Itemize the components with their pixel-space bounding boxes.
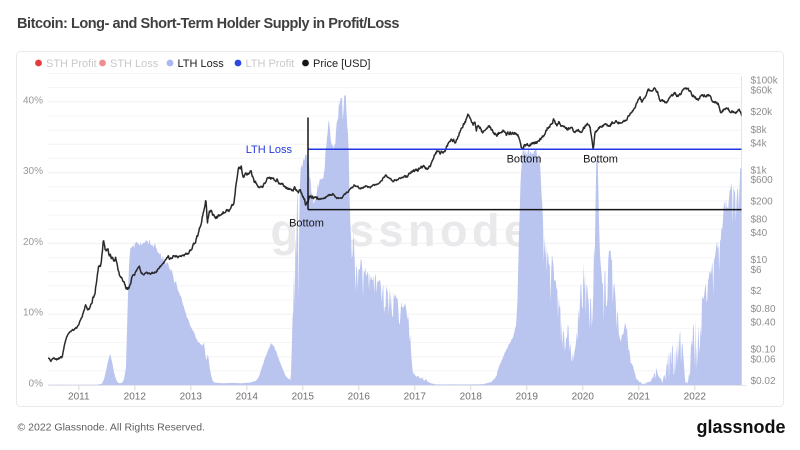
svg-text:2013: 2013 xyxy=(180,392,203,403)
svg-text:10%: 10% xyxy=(23,308,43,319)
svg-text:$200: $200 xyxy=(751,197,774,208)
svg-text:2014: 2014 xyxy=(236,392,259,403)
svg-text:LTH Profit: LTH Profit xyxy=(246,58,295,70)
svg-text:Bitcoin: Long- and Short-Term: Bitcoin: Long- and Short-Term Holder Sup… xyxy=(17,16,399,32)
svg-text:2021: 2021 xyxy=(628,392,651,403)
svg-text:$10: $10 xyxy=(751,255,768,266)
svg-text:30%: 30% xyxy=(23,166,43,177)
svg-text:© 2022 Glassnode. All Rights R: © 2022 Glassnode. All Rights Reserved. xyxy=(18,422,206,434)
svg-text:20%: 20% xyxy=(23,237,43,248)
svg-text:glassnode: glassnode xyxy=(696,417,785,437)
svg-text:40%: 40% xyxy=(23,95,43,106)
svg-text:$0.80: $0.80 xyxy=(751,304,776,315)
svg-text:$4k: $4k xyxy=(751,138,768,149)
svg-text:LTH Loss: LTH Loss xyxy=(178,58,225,70)
svg-text:$60k: $60k xyxy=(751,86,774,97)
svg-text:Bottom: Bottom xyxy=(507,153,542,165)
svg-text:Price [USD]: Price [USD] xyxy=(313,58,370,70)
svg-text:0%: 0% xyxy=(29,379,44,390)
svg-text:$1k: $1k xyxy=(751,165,768,176)
svg-text:$40: $40 xyxy=(751,228,768,239)
svg-text:2022: 2022 xyxy=(684,392,707,403)
svg-text:$6: $6 xyxy=(751,265,763,276)
svg-text:2020: 2020 xyxy=(572,392,595,403)
svg-text:$20k: $20k xyxy=(751,107,774,118)
svg-text:Bottom: Bottom xyxy=(289,217,324,229)
svg-text:$600: $600 xyxy=(751,175,774,186)
svg-text:2012: 2012 xyxy=(124,392,147,403)
svg-text:STH Profit: STH Profit xyxy=(46,58,97,70)
svg-text:STH Loss: STH Loss xyxy=(110,58,159,70)
svg-text:2017: 2017 xyxy=(404,392,427,403)
svg-text:2016: 2016 xyxy=(348,392,371,403)
svg-text:2015: 2015 xyxy=(292,392,315,403)
svg-text:$100k: $100k xyxy=(751,76,779,87)
svg-text:$2: $2 xyxy=(751,286,763,297)
svg-text:$0.10: $0.10 xyxy=(751,345,776,356)
svg-text:LTH Loss: LTH Loss xyxy=(246,144,293,156)
svg-text:$80: $80 xyxy=(751,214,768,225)
svg-text:Bottom: Bottom xyxy=(583,153,618,165)
svg-text:2018: 2018 xyxy=(460,392,483,403)
svg-text:2011: 2011 xyxy=(68,392,90,403)
svg-text:$8k: $8k xyxy=(751,125,768,136)
svg-text:2019: 2019 xyxy=(516,392,539,403)
svg-text:$0.06: $0.06 xyxy=(751,354,776,365)
svg-text:$0.40: $0.40 xyxy=(751,318,776,329)
svg-text:$0.02: $0.02 xyxy=(751,376,776,387)
